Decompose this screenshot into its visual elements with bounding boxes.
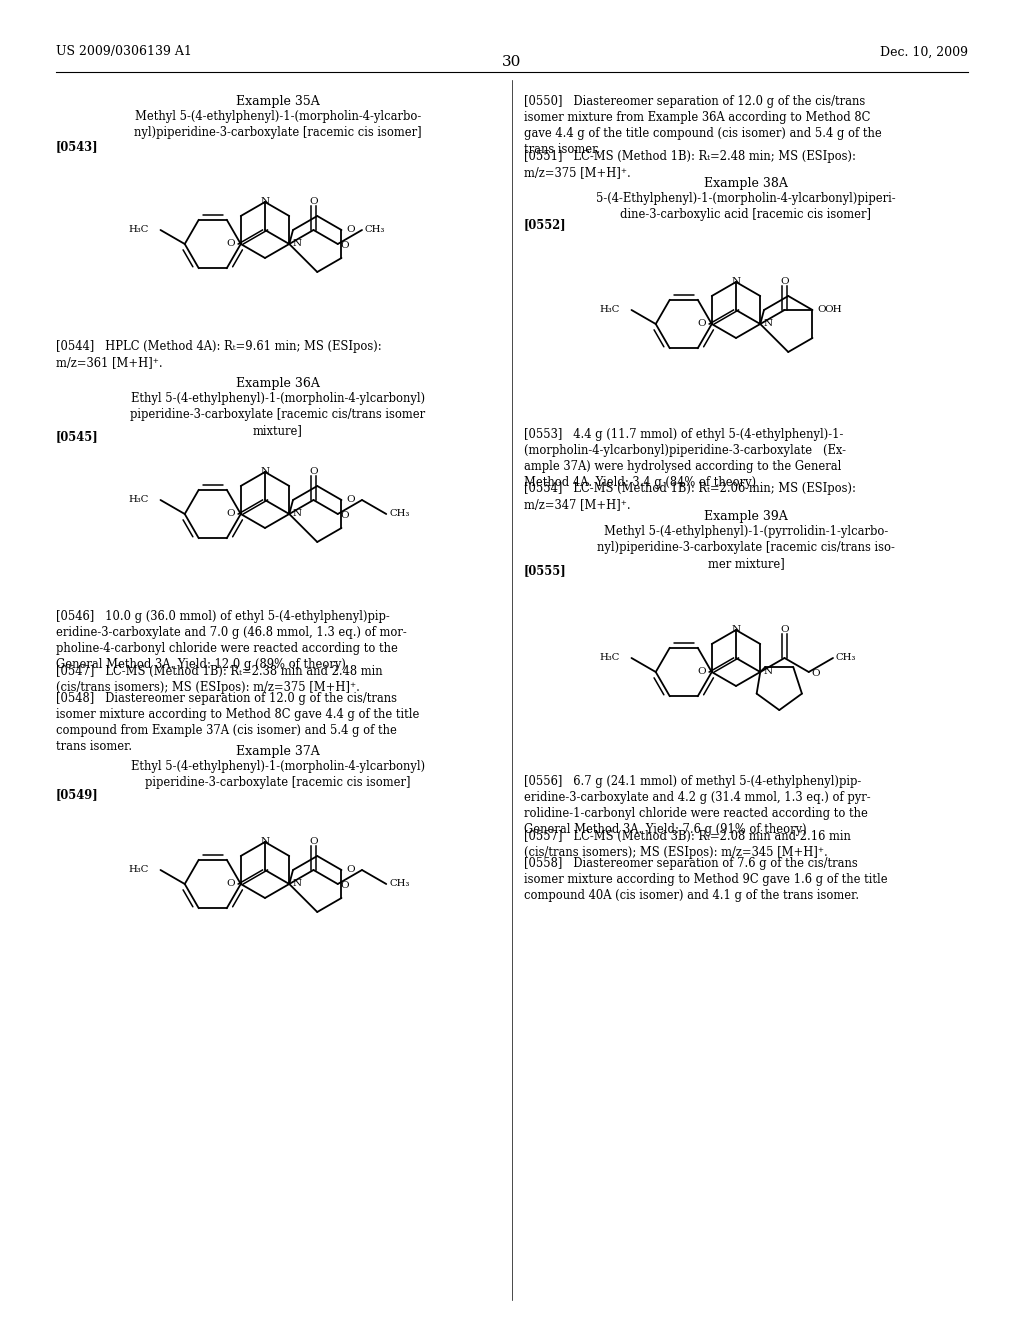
Text: CH₃: CH₃ [389, 879, 410, 888]
Text: Ethyl 5-(4-ethylphenyl)-1-(morpholin-4-ylcarbonyl)
piperidine-3-carboxylate [rac: Ethyl 5-(4-ethylphenyl)-1-(morpholin-4-y… [130, 392, 426, 437]
Text: O: O [226, 510, 234, 519]
Text: [0550]   Diastereomer separation of 12.0 g of the cis/trans
isomer mixture from : [0550] Diastereomer separation of 12.0 g… [524, 95, 882, 156]
Text: Dec. 10, 2009: Dec. 10, 2009 [880, 45, 968, 58]
Text: Example 36A: Example 36A [237, 378, 319, 389]
Text: Ethyl 5-(4-ethylphenyl)-1-(morpholin-4-ylcarbonyl)
piperidine-3-carboxylate [rac: Ethyl 5-(4-ethylphenyl)-1-(morpholin-4-y… [131, 760, 425, 789]
Text: O: O [346, 226, 355, 235]
Text: [0555]: [0555] [524, 564, 566, 577]
Text: N: N [260, 837, 269, 846]
Text: [0545]: [0545] [56, 430, 98, 444]
Text: [0544]   HPLC (Method 4A): Rₜ=9.61 min; MS (ESIpos):
m/z=361 [M+H]⁺.: [0544] HPLC (Method 4A): Rₜ=9.61 min; MS… [56, 341, 382, 370]
Text: 30: 30 [503, 55, 521, 69]
Text: [0558]   Diastereomer separation of 7.6 g of the cis/trans
isomer mixture accord: [0558] Diastereomer separation of 7.6 g … [524, 857, 888, 902]
Text: N: N [731, 277, 740, 286]
Text: CH₃: CH₃ [836, 653, 856, 663]
Text: O: O [341, 511, 349, 520]
Text: N: N [763, 319, 772, 329]
Text: O: O [309, 467, 317, 475]
Text: N: N [763, 668, 772, 676]
Text: Example 35A: Example 35A [237, 95, 319, 108]
Text: O: O [346, 866, 355, 874]
Text: H₃C: H₃C [599, 653, 620, 663]
Text: N: N [260, 467, 269, 477]
Text: [0543]: [0543] [56, 140, 98, 153]
Text: O: O [226, 879, 234, 888]
Text: [0557]   LC-MS (Method 3B): Rₜ=2.08 min and 2.16 min
(cis/trans isomers); MS (ES: [0557] LC-MS (Method 3B): Rₜ=2.08 min an… [524, 830, 851, 859]
Text: [0554]   LC-MS (Method 1B): Rₜ=2.06 min; MS (ESIpos):
m/z=347 [M+H]⁺.: [0554] LC-MS (Method 1B): Rₜ=2.06 min; M… [524, 482, 856, 511]
Text: H₃C: H₃C [599, 305, 620, 314]
Text: H₃C: H₃C [128, 495, 148, 504]
Text: CH₃: CH₃ [365, 226, 385, 235]
Text: 5-(4-Ethylphenyl)-1-(morpholin-4-ylcarbonyl)piperi-
dine-3-carboxylic acid [race: 5-(4-Ethylphenyl)-1-(morpholin-4-ylcarbo… [596, 191, 896, 220]
Text: O: O [309, 837, 317, 846]
Text: [0549]: [0549] [56, 788, 98, 801]
Text: [0552]: [0552] [524, 218, 566, 231]
Text: O: O [341, 240, 349, 249]
Text: N: N [260, 198, 269, 206]
Text: O: O [812, 668, 820, 677]
Text: O: O [697, 319, 706, 329]
Text: O: O [780, 277, 788, 285]
Text: [0553]   4.4 g (11.7 mmol) of ethyl 5-(4-ethylphenyl)-1-
(morpholin-4-ylcarbonyl: [0553] 4.4 g (11.7 mmol) of ethyl 5-(4-e… [524, 428, 846, 488]
Text: N: N [731, 626, 740, 635]
Text: N: N [292, 510, 301, 519]
Text: [0547]   LC-MS (Method 1B): Rₜ=2.38 min and 2.48 min
(cis/trans isomers); MS (ES: [0547] LC-MS (Method 1B): Rₜ=2.38 min an… [56, 665, 383, 694]
Text: Example 38A: Example 38A [705, 177, 787, 190]
Text: O: O [780, 624, 788, 634]
Text: N: N [292, 879, 301, 888]
Text: O: O [341, 880, 349, 890]
Text: O: O [309, 197, 317, 206]
Text: [0548]   Diastereomer separation of 12.0 g of the cis/trans
isomer mixture accor: [0548] Diastereomer separation of 12.0 g… [56, 692, 420, 752]
Text: O: O [697, 668, 706, 676]
Text: [0546]   10.0 g (36.0 mmol) of ethyl 5-(4-ethylphenyl)pip-
eridine-3-carboxylate: [0546] 10.0 g (36.0 mmol) of ethyl 5-(4-… [56, 610, 407, 671]
Text: Methyl 5-(4-ethylphenyl)-1-(pyrrolidin-1-ylcarbo-
nyl)piperidine-3-carboxylate [: Methyl 5-(4-ethylphenyl)-1-(pyrrolidin-1… [597, 525, 895, 570]
Text: H₃C: H₃C [128, 866, 148, 874]
Text: O: O [346, 495, 355, 504]
Text: [0556]   6.7 g (24.1 mmol) of methyl 5-(4-ethylphenyl)pip-
eridine-3-carboxylate: [0556] 6.7 g (24.1 mmol) of methyl 5-(4-… [524, 775, 870, 836]
Text: CH₃: CH₃ [389, 510, 410, 519]
Text: US 2009/0306139 A1: US 2009/0306139 A1 [56, 45, 191, 58]
Text: H₃C: H₃C [128, 226, 148, 235]
Text: O: O [817, 305, 826, 314]
Text: [0551]   LC-MS (Method 1B): Rₜ=2.48 min; MS (ESIpos):
m/z=375 [M+H]⁺.: [0551] LC-MS (Method 1B): Rₜ=2.48 min; M… [524, 150, 856, 180]
Text: Example 37A: Example 37A [237, 744, 319, 758]
Text: Methyl 5-(4-ethylphenyl)-1-(morpholin-4-ylcarbo-
nyl)piperidine-3-carboxylate [r: Methyl 5-(4-ethylphenyl)-1-(morpholin-4-… [134, 110, 422, 139]
Text: Example 39A: Example 39A [705, 510, 787, 523]
Text: N: N [292, 239, 301, 248]
Text: O: O [226, 239, 234, 248]
Text: OH: OH [824, 305, 842, 314]
